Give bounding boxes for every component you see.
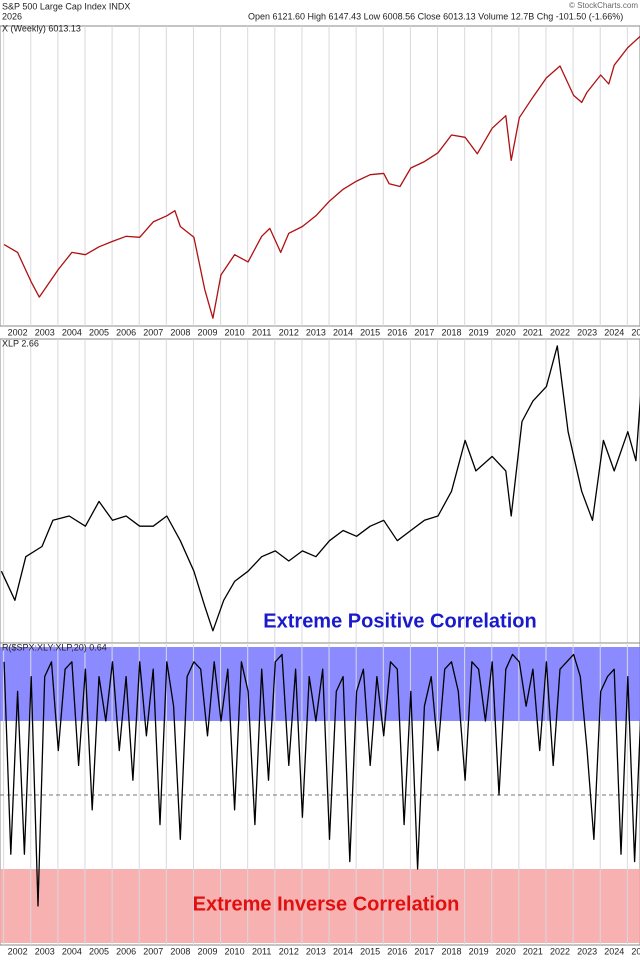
x-tick-label: 2023 — [577, 946, 597, 956]
x-tick-label: 2011 — [252, 327, 271, 337]
line — [0, 345, 640, 632]
x-tick-label: 2010 — [225, 327, 245, 337]
x-tick-label: 2021 — [523, 327, 543, 337]
x-tick-label: 2004 — [62, 946, 82, 956]
series-label: XLP 2.66 — [2, 338, 39, 348]
x-tick-label: 2006 — [116, 327, 136, 337]
band — [0, 647, 640, 721]
x-tick-label: 2014 — [333, 327, 353, 337]
x-tick-label: 2025 — [631, 946, 640, 956]
series-label: R($SPX:XLY:XLP,20) 0.64 — [2, 642, 107, 652]
x-tick-label: 2013 — [306, 946, 326, 956]
x-tick-label: 2025 — [631, 327, 640, 337]
x-tick-label: 2024 — [604, 327, 624, 337]
x-tick-label: 2021 — [523, 946, 543, 956]
ohlc: Open 6121.60 High 6147.43 Low 6008.56 Cl… — [248, 11, 623, 21]
x-tick-label: 2018 — [442, 327, 462, 337]
x-tick-label: 2005 — [89, 327, 109, 337]
x-tick-label: 2018 — [442, 946, 462, 956]
x-tick-label: 2013 — [306, 327, 326, 337]
x-tick-label: 2022 — [550, 327, 570, 337]
x-tick-label: 2002 — [8, 946, 28, 956]
x-tick-label: 2002 — [8, 327, 28, 337]
x-tick-label: 2020 — [496, 327, 516, 337]
x-tick-label: 2019 — [469, 327, 489, 337]
x-tick-label: 2017 — [414, 946, 434, 956]
panel — [0, 338, 640, 644]
x-tick-label: 2007 — [143, 327, 163, 337]
annotation: Extreme Inverse Correlation — [193, 893, 460, 915]
chart-title: S&P 500 Large Cap Index INDX — [2, 1, 130, 11]
x-tick-label: 2023 — [577, 327, 597, 337]
x-tick-label: 2004 — [62, 327, 82, 337]
x-tick-label: 2022 — [550, 946, 570, 956]
source: © StockCharts.com — [569, 1, 638, 10]
x-tick-label: 2007 — [143, 946, 163, 956]
x-tick-label: 2003 — [35, 946, 55, 956]
x-tick-label: 2024 — [604, 946, 624, 956]
x-tick-label: 2006 — [116, 946, 136, 956]
x-tick-label: 2008 — [170, 327, 190, 337]
line — [3, 653, 640, 907]
x-tick-label: 2010 — [225, 946, 245, 956]
x-tick-label: 2019 — [469, 946, 489, 956]
x-tick-label: 2003 — [35, 327, 55, 337]
x-tick-label: 2020 — [496, 946, 516, 956]
x-tick-label: 2017 — [414, 327, 434, 337]
x-tick-label: 2009 — [197, 327, 217, 337]
x-tick-label: 2016 — [387, 327, 407, 337]
x-tick-label: 2011 — [252, 946, 271, 956]
x-tick-label: 2008 — [170, 946, 190, 956]
x-tick-label: 2015 — [360, 946, 380, 956]
line — [3, 35, 640, 319]
panel — [0, 25, 640, 327]
x-tick-label: 2015 — [360, 327, 380, 337]
series-label: X (Weekly) 6013.13 — [2, 23, 81, 33]
x-tick-label: 2009 — [197, 946, 217, 956]
x-tick-label: 2014 — [333, 946, 353, 956]
band — [0, 869, 640, 943]
x-tick-label: 2012 — [279, 946, 299, 956]
annotation: Extreme Positive Correlation — [263, 610, 536, 632]
x-tick-label: 2016 — [387, 946, 407, 956]
date: 2026 — [2, 11, 22, 21]
x-tick-label: 2005 — [89, 946, 109, 956]
x-tick-label: 2012 — [279, 327, 299, 337]
